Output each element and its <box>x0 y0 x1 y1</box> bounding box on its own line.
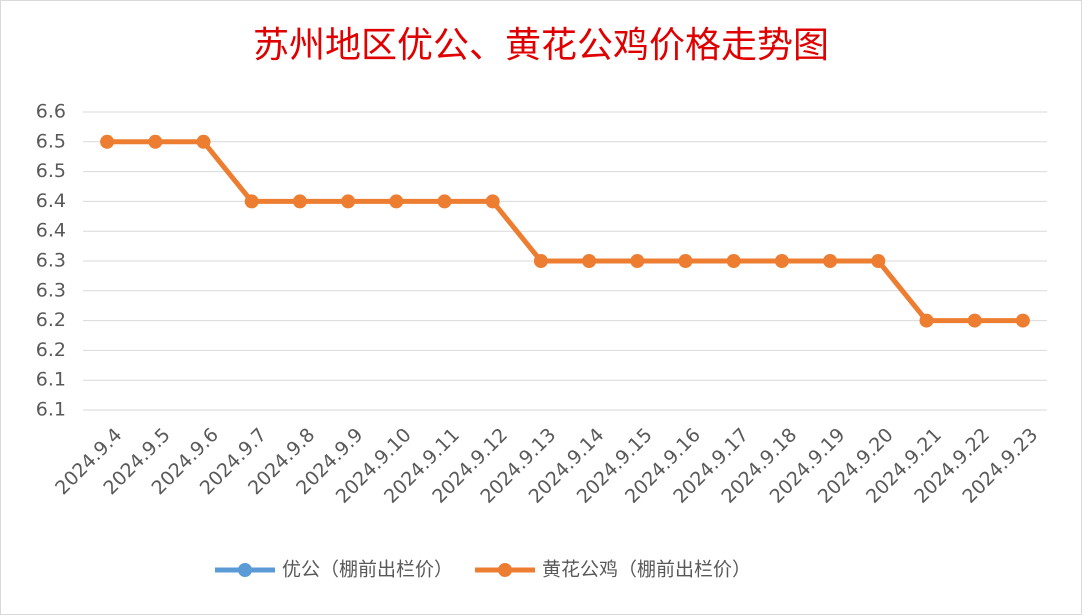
data-point <box>196 134 211 149</box>
data-point <box>582 254 597 268</box>
data-point <box>437 194 452 209</box>
data-point <box>485 194 500 209</box>
data-point <box>148 134 163 149</box>
legend-label: 黄花公鸡（棚前出栏价） <box>542 559 751 581</box>
data-point <box>823 254 838 268</box>
data-point <box>292 194 307 209</box>
data-point <box>774 254 789 268</box>
data-point <box>678 254 693 268</box>
legend-marker <box>238 563 252 577</box>
legend-label: 优公（棚前出栏价） <box>282 559 453 581</box>
chart-title: 苏州地区优公、黄花公鸡价格走势图 <box>253 25 829 66</box>
legend-marker <box>498 563 513 577</box>
data-point <box>726 254 741 268</box>
y-tick-label: 6.3 <box>36 250 66 272</box>
data-point <box>919 313 934 328</box>
y-tick-label: 6.6 <box>36 101 66 123</box>
data-point <box>630 254 645 268</box>
y-tick-label: 6.1 <box>36 369 66 391</box>
data-point <box>100 134 115 149</box>
y-tick-label: 6.1 <box>36 399 66 421</box>
data-point <box>871 254 886 268</box>
data-point <box>1015 313 1030 328</box>
y-tick-label: 6.4 <box>36 220 66 242</box>
data-point <box>389 194 404 209</box>
y-tick-label: 6.5 <box>36 160 66 182</box>
y-tick-label: 6.2 <box>36 309 66 331</box>
data-point <box>533 254 548 268</box>
data-point <box>967 313 982 328</box>
y-tick-label: 6.2 <box>36 339 66 361</box>
y-tick-label: 6.4 <box>36 190 66 212</box>
y-tick-label: 6.3 <box>36 279 66 301</box>
series-line <box>107 139 1023 324</box>
data-point <box>341 194 356 209</box>
y-tick-label: 6.5 <box>36 130 66 152</box>
data-point <box>244 194 259 209</box>
